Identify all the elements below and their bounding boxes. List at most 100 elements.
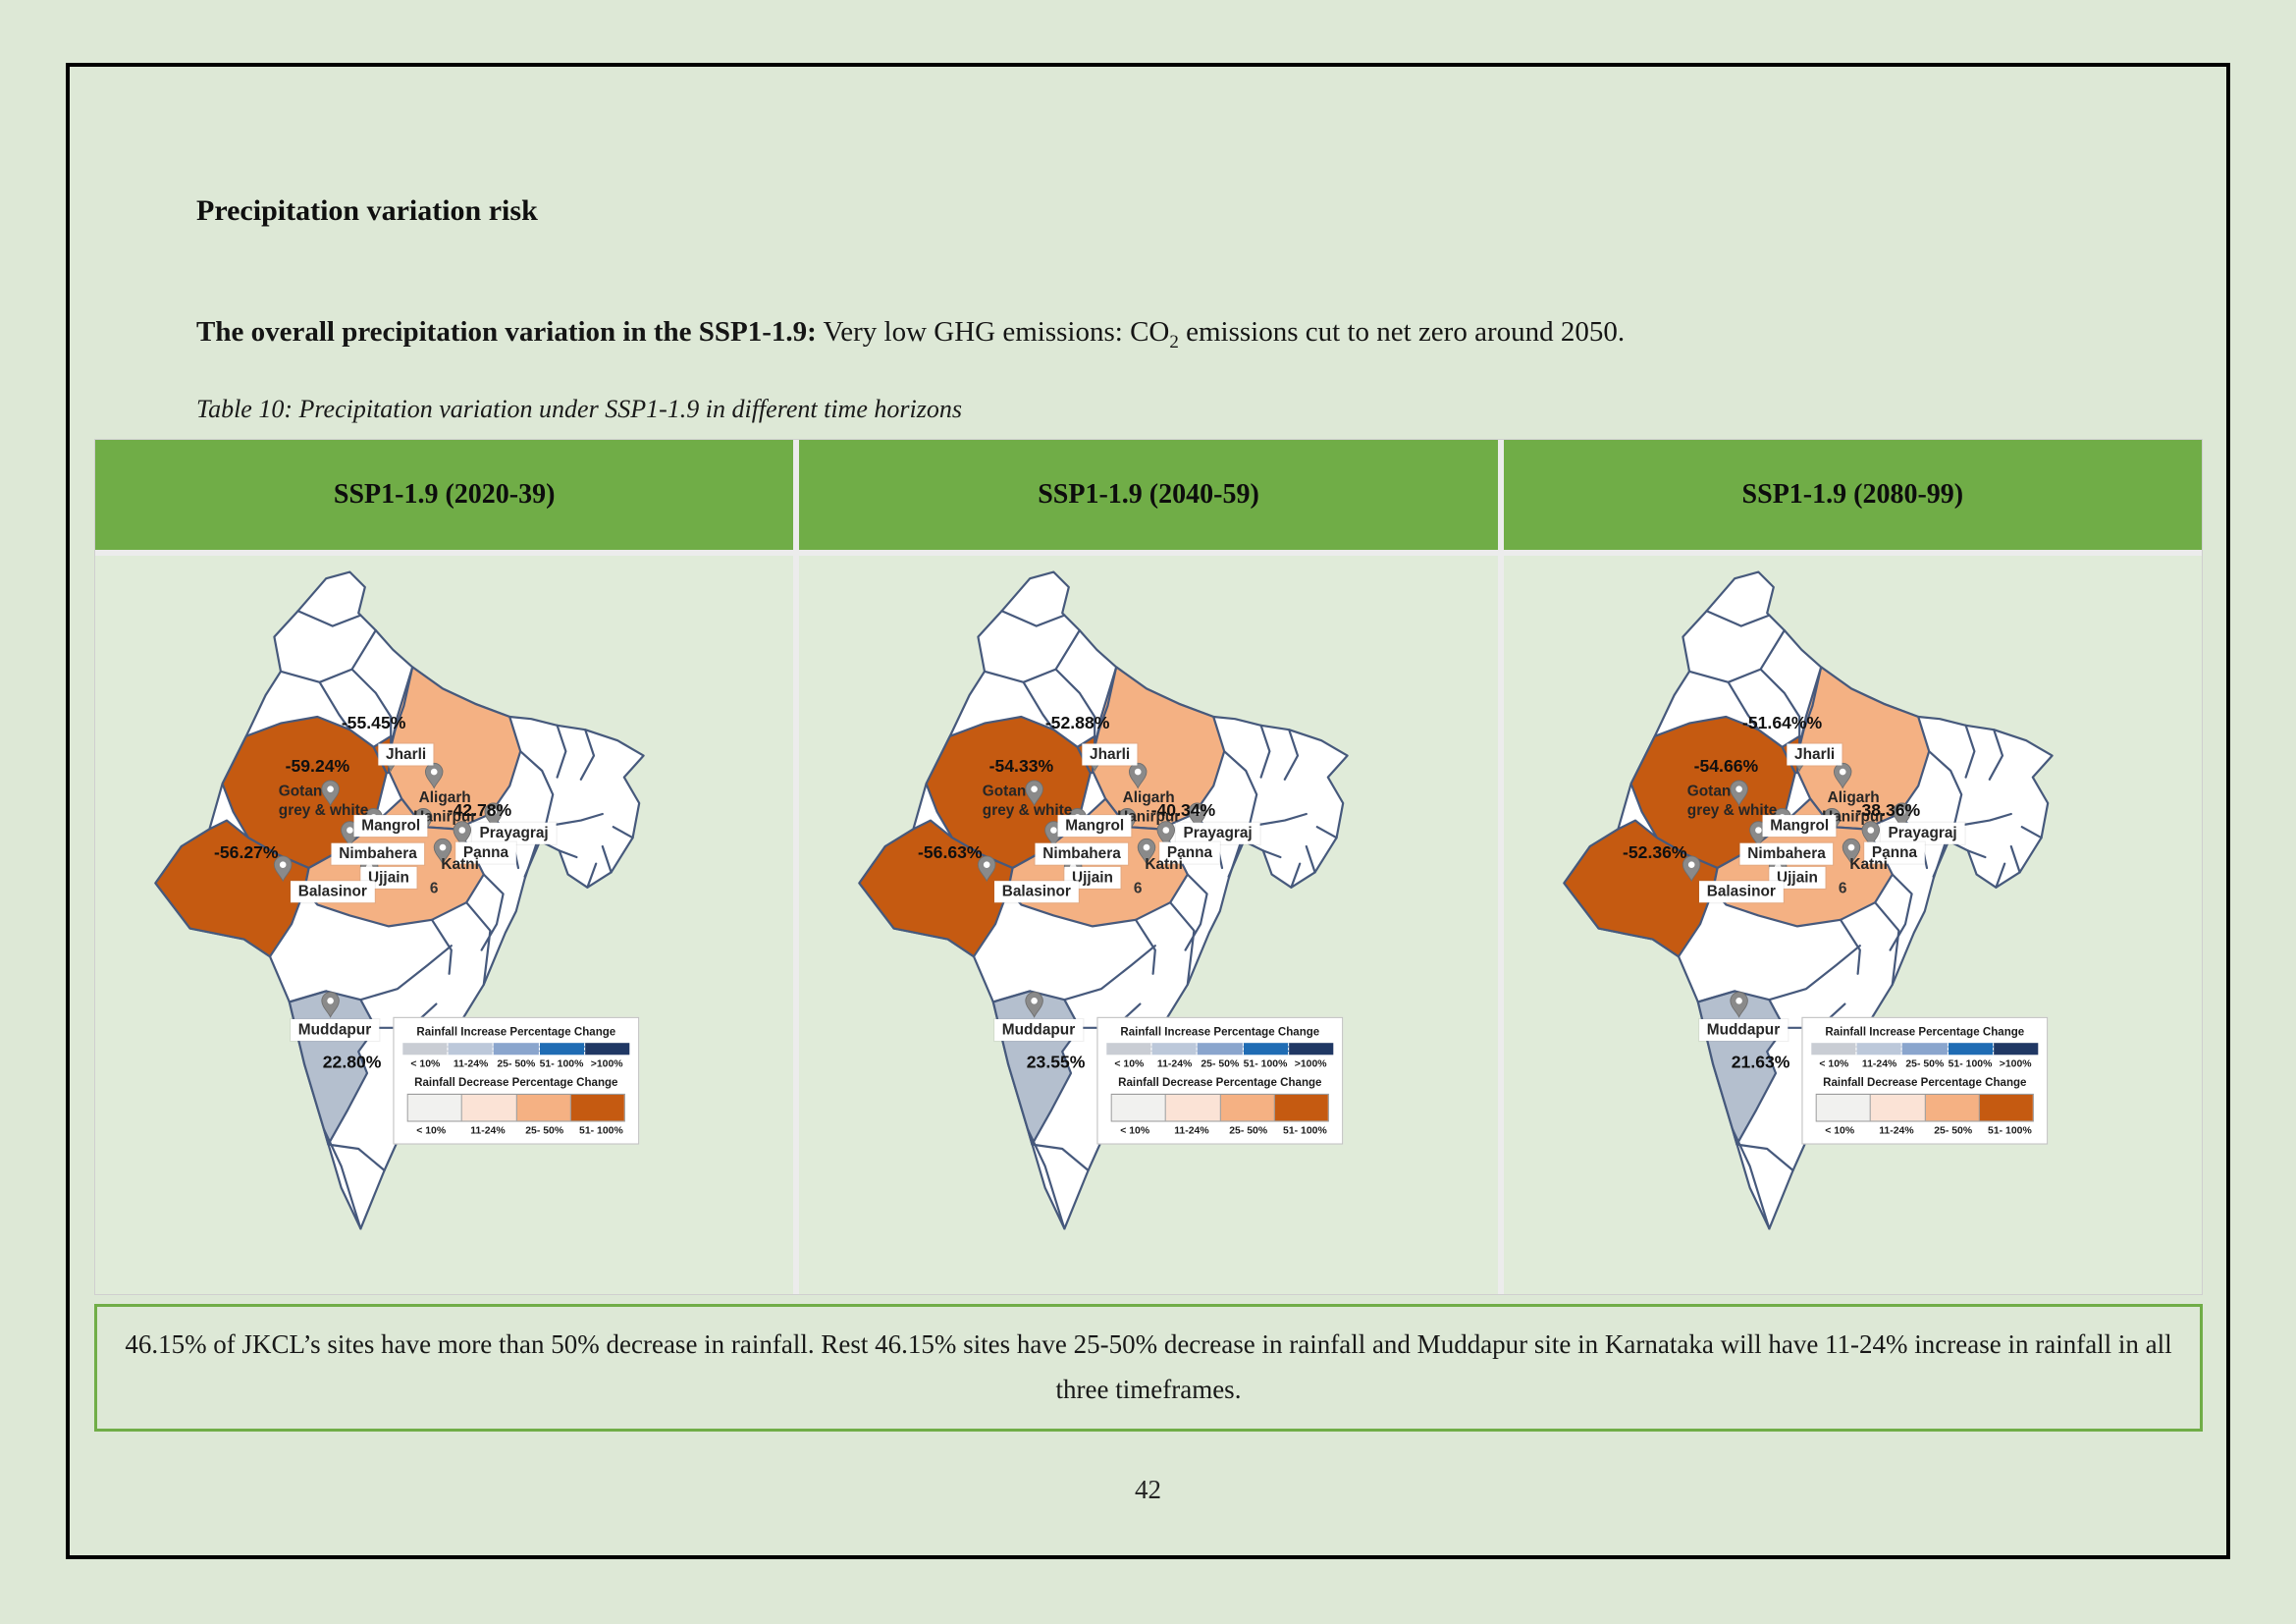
- increase-label-1: 11-24%: [453, 1057, 489, 1070]
- legend-decrease-title: Rainfall Decrease Percentage Change: [1822, 1076, 2027, 1090]
- increase-swatch-51-100: [1948, 1043, 1994, 1056]
- india-map: [858, 570, 1350, 1230]
- table-column: SSP1-1.9 (2020-39): [95, 440, 794, 1294]
- gotan-pin: [321, 780, 340, 807]
- increase-swatch-51-100: [1243, 1043, 1290, 1056]
- obscured-value-fragment: 6: [429, 879, 439, 896]
- legend-decrease-swatches: [406, 1093, 625, 1122]
- ujjain-label: Ujjain: [1064, 866, 1121, 889]
- table-column: SSP1-1.9 (2080-99): [1503, 440, 2202, 1294]
- increase-label-1: 11-24%: [1861, 1057, 1896, 1070]
- legend-increase-title: Rainfall Increase Percentage Change: [1825, 1025, 2024, 1039]
- increase-swatch-11-24: [1152, 1043, 1199, 1056]
- balasinor-label: Balasinor: [994, 881, 1079, 902]
- obscured-value-fragment: 6: [1134, 879, 1143, 896]
- balasinor-label: Balasinor: [291, 881, 375, 902]
- column-header: SSP1-1.9 (2040-59): [799, 440, 1498, 550]
- muddapur-pin: [1730, 992, 1748, 1018]
- column-header: SSP1-1.9 (2020-39): [95, 440, 794, 550]
- intro-bold-text: The overall precipitation variation in t…: [196, 316, 817, 348]
- jharli-value: -55.45%: [341, 714, 406, 733]
- column-header-label: SSP1-1.9 (2040-59): [1038, 479, 1259, 510]
- increase-label-4: >100%: [590, 1057, 623, 1070]
- column-header: SSP1-1.9 (2080-99): [1503, 440, 2202, 550]
- jharli-value: -52.88%: [1045, 714, 1110, 733]
- gotan-value: -59.24%: [285, 757, 350, 777]
- hanirpur-label: Hanirpur: [1821, 806, 1885, 825]
- increase-swatch-lt10: [1106, 1043, 1153, 1056]
- increase-label-4: >100%: [1999, 1057, 2032, 1070]
- map-legend: Rainfall Increase Percentage Change < 10…: [1801, 1016, 2048, 1145]
- gotan-value: -54.66%: [1693, 757, 1758, 777]
- hanirpur-label: Hanirpur: [1117, 806, 1181, 825]
- intro-regular-text-1: Very low GHG emissions: CO: [816, 316, 1170, 348]
- prayagraj-value: -38.36%: [1855, 801, 1920, 821]
- increase-swatch-11-24: [448, 1043, 495, 1056]
- precipitation-table: SSP1-1.9 (2020-39): [94, 439, 2203, 1295]
- hanirpur-label: Hanirpur: [413, 806, 477, 825]
- decrease-label-0: < 10%: [416, 1124, 447, 1137]
- increase-swatch-gt100: [1993, 1043, 2038, 1056]
- legend-decrease-title: Rainfall Decrease Percentage Change: [414, 1076, 618, 1090]
- nimbahera-label: Nimbahera: [1739, 842, 1834, 865]
- table-caption: Table 10: Precipitation variation under …: [196, 395, 962, 423]
- ujjain-label: Ujjain: [360, 866, 417, 889]
- intro-paragraph: The overall precipitation variation in t…: [196, 316, 1625, 353]
- aligarh-label: Aligarh: [418, 787, 471, 806]
- map-cell: -52.88% Jharli -54.33% Gotan grey & white…: [799, 556, 1498, 1294]
- balasinor-label: Balasinor: [1698, 881, 1784, 902]
- jharli-label: Jharli: [1787, 743, 1842, 765]
- decrease-label-1: 11-24%: [1878, 1124, 1914, 1137]
- gotan-label: Gotan grey & white: [1686, 782, 1777, 820]
- decrease-label-3: 51- 100%: [1283, 1124, 1328, 1137]
- legend-increase-labels: < 10% 11-24% 25- 50% 51- 100% >100%: [1811, 1058, 2038, 1070]
- katni-pin: [1138, 838, 1156, 865]
- obscured-value-fragment: 6: [1838, 879, 1847, 896]
- india-map-panel: -55.45% Jharli -59.24% Gotan grey & white…: [119, 566, 659, 1278]
- increase-label-2: 25- 50%: [497, 1057, 536, 1070]
- balasinor-pin: [273, 855, 293, 883]
- prayagraj-pin: [484, 802, 503, 830]
- decrease-swatch-25-50: [1925, 1095, 1980, 1121]
- decrease-label-0: < 10%: [1824, 1124, 1854, 1137]
- prayagraj-pin: [1188, 802, 1207, 830]
- prayagraj-label: Prayagraj: [1176, 822, 1260, 844]
- legend-increase-labels: < 10% 11-24% 25- 50% 51- 100% >100%: [402, 1058, 629, 1070]
- legend-decrease-title: Rainfall Decrease Percentage Change: [1118, 1076, 1322, 1090]
- gotan-value: -54.33%: [988, 757, 1054, 777]
- katni-pin: [433, 838, 453, 865]
- map-cell: -51.64%% Jharli -54.66% Gotan grey & whit…: [1503, 556, 2202, 1294]
- increase-swatch-11-24: [1856, 1043, 1902, 1056]
- muddapur-pin: [321, 992, 340, 1018]
- balasinor-pin: [1682, 855, 1701, 883]
- decrease-swatch-lt10: [1816, 1095, 1871, 1121]
- decrease-label-3: 51- 100%: [1987, 1124, 2032, 1137]
- gotan-label-line1: Gotan: [278, 782, 323, 799]
- legend-decrease-swatches: [1815, 1093, 2034, 1122]
- prayagraj-label: Prayagraj: [471, 822, 557, 844]
- increase-label-2: 25- 50%: [1201, 1057, 1240, 1070]
- mangrol-label: Mangrol: [1762, 815, 1837, 837]
- legend-decrease-labels: < 10% 11-24% 25- 50% 51- 100%: [1811, 1125, 2038, 1137]
- legend-increase-title: Rainfall Increase Percentage Change: [416, 1025, 616, 1039]
- increase-swatch-lt10: [1810, 1043, 1857, 1056]
- muddapur-label: Muddapur: [291, 1019, 379, 1041]
- decrease-swatch-25-50: [1220, 1095, 1275, 1121]
- muddapur-value: 21.63%: [1731, 1054, 1790, 1072]
- increase-label-0: < 10%: [1114, 1057, 1145, 1070]
- aligarh-label: Aligarh: [1122, 787, 1176, 806]
- decrease-label-1: 11-24%: [1174, 1124, 1209, 1137]
- decrease-swatch-lt10: [407, 1095, 463, 1121]
- gujarat-value: -56.63%: [918, 843, 983, 863]
- gotan-label-line1: Gotan: [983, 782, 1027, 799]
- panna-label: Panna: [455, 841, 516, 864]
- increase-swatch-25-50: [1198, 1043, 1244, 1056]
- india-map: [154, 570, 645, 1230]
- increase-swatch-25-50: [494, 1043, 540, 1056]
- aligarh-hanirpur-label: Aligarh Hanirpur: [1822, 788, 1885, 827]
- column-header-label: SSP1-1.9 (2080-99): [1741, 479, 1964, 510]
- increase-swatch-lt10: [402, 1043, 449, 1056]
- gotan-label-line1: Gotan: [1686, 782, 1731, 799]
- increase-swatch-gt100: [1289, 1043, 1334, 1056]
- decrease-label-1: 11-24%: [470, 1124, 506, 1137]
